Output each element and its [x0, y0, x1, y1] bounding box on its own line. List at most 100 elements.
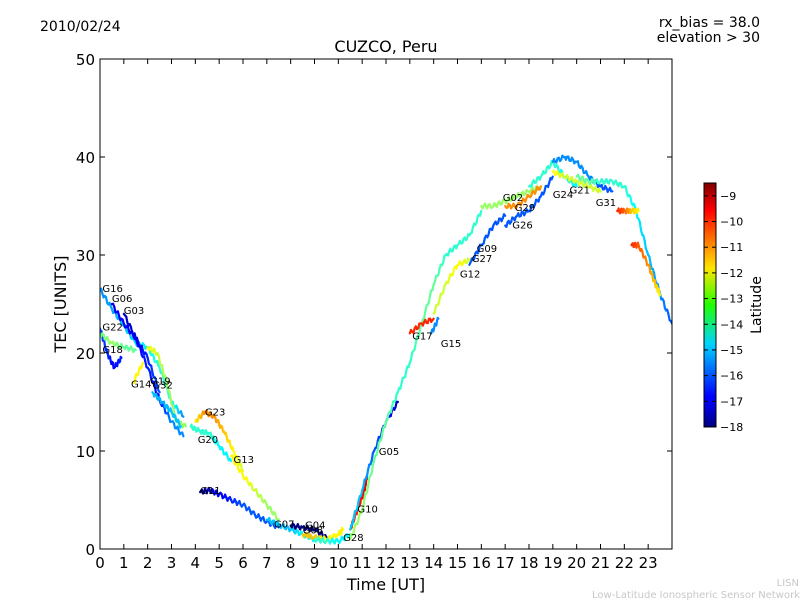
series-G20: [189, 423, 233, 462]
series-G15: [430, 316, 440, 335]
satellite-label: G23: [205, 408, 225, 419]
x-tick-label: 9: [310, 554, 320, 572]
series-segment: [479, 209, 483, 217]
series-G04: [289, 522, 328, 540]
colorbar-tick-label: −11: [720, 241, 743, 254]
series-segment: [362, 478, 366, 488]
series-G32: [151, 391, 183, 429]
series-segment: [658, 293, 662, 297]
colorbar-tick-label: −12: [720, 267, 743, 280]
colorbar-tick-label: −15: [720, 344, 743, 357]
series-segment: [362, 496, 366, 508]
series-segment: [181, 431, 185, 438]
series-segment: [550, 175, 554, 181]
satellite-label: G32: [152, 380, 172, 391]
satellite-label: G10: [357, 505, 377, 516]
series-segment: [365, 468, 370, 478]
series-segment: [324, 533, 328, 539]
colorbar-tick-label: −13: [720, 293, 743, 306]
x-tick-label: 18: [519, 554, 538, 572]
series-segment: [427, 293, 432, 304]
series-G29: [504, 185, 543, 210]
satellite-label: G17: [412, 331, 432, 342]
x-tick-label: 2: [143, 554, 153, 572]
series-G14: [132, 361, 144, 384]
series-G21: [551, 169, 602, 194]
x-tick-label: 14: [424, 554, 443, 572]
x-tick-label: 5: [214, 554, 224, 572]
satellite-label: G07: [274, 519, 294, 530]
series-segment: [442, 254, 446, 264]
x-tick-label: 12: [376, 554, 395, 572]
x-tick-label: 21: [591, 554, 610, 572]
series-segment: [636, 207, 640, 212]
x-tick-label: 15: [448, 554, 467, 572]
satellite-label: G03: [124, 306, 144, 317]
satellite-label: G04: [305, 520, 325, 531]
series-segment: [409, 351, 414, 361]
series-segment: [139, 347, 143, 357]
series-segment: [638, 220, 643, 231]
chart-title: CUZCO, Peru: [334, 37, 437, 56]
series-G13: [230, 454, 280, 521]
y-tick-label: 0: [85, 541, 95, 559]
series-segment: [370, 463, 374, 475]
satellite-label: G26: [512, 221, 532, 232]
satellite-label: G05: [379, 447, 399, 458]
series-G17: [408, 317, 435, 335]
series-G28: [313, 533, 352, 545]
series-segment: [181, 414, 185, 418]
network-long-name: Low-Latitude Ionospheric Sensor Network: [592, 590, 800, 600]
rx-bias-annotation: rx_bias = 38.0: [659, 15, 760, 31]
series-G12: [349, 209, 483, 541]
x-tick-label: 6: [238, 554, 248, 572]
series-segment: [149, 371, 153, 381]
series-segment: [119, 355, 123, 359]
series-segment: [502, 213, 507, 217]
satellite-label: G15: [441, 339, 461, 350]
x-tick-label: 3: [167, 554, 177, 572]
x-tick-label: 0: [95, 554, 105, 572]
series-segment: [169, 396, 173, 406]
series-segment: [228, 457, 233, 462]
series-segment: [157, 389, 161, 394]
y-axis-label: TEC [UNITS]: [51, 256, 70, 354]
satellite-label: G13: [234, 455, 254, 466]
series-segment: [351, 516, 355, 526]
date-label: 2010/02/24: [40, 19, 121, 35]
x-tick-label: 20: [567, 554, 586, 572]
x-tick-label: 23: [639, 554, 658, 572]
satellite-label: G06: [112, 294, 132, 305]
colorbar-tick-label: −14: [720, 318, 743, 331]
series-segment: [662, 300, 666, 309]
series-G23: [194, 409, 245, 472]
series-segment: [154, 378, 159, 388]
colorbar-tick-label: −17: [720, 395, 743, 408]
satellite-label: G19: [150, 376, 170, 387]
x-tick-label: 19: [543, 554, 562, 572]
series-segment: [172, 406, 176, 416]
x-tick-label: 4: [191, 554, 201, 572]
series-G18: [100, 332, 137, 353]
series-segment: [367, 476, 371, 487]
y-tick-label: 30: [76, 247, 95, 265]
series-segment: [467, 257, 471, 261]
series-segment: [648, 255, 652, 265]
x-axis-label: Time [UT]: [346, 575, 425, 594]
series-segment: [431, 317, 435, 322]
series-segment: [598, 188, 602, 193]
series-G11: [199, 486, 280, 529]
satellite-label: G14: [131, 379, 151, 390]
series-segment: [538, 185, 543, 191]
plot-area: [100, 59, 672, 549]
series-segment: [341, 528, 345, 532]
colorbar-tick-label: −10: [720, 216, 743, 229]
series-G30: [616, 207, 640, 215]
satellite-label: G20: [198, 435, 218, 446]
x-tick-label: 7: [262, 554, 272, 572]
colorbar-tick-label: −9: [720, 190, 736, 203]
x-tick-label: 1: [119, 554, 129, 572]
series-segment: [162, 375, 166, 385]
x-tick-label: 16: [472, 554, 491, 572]
